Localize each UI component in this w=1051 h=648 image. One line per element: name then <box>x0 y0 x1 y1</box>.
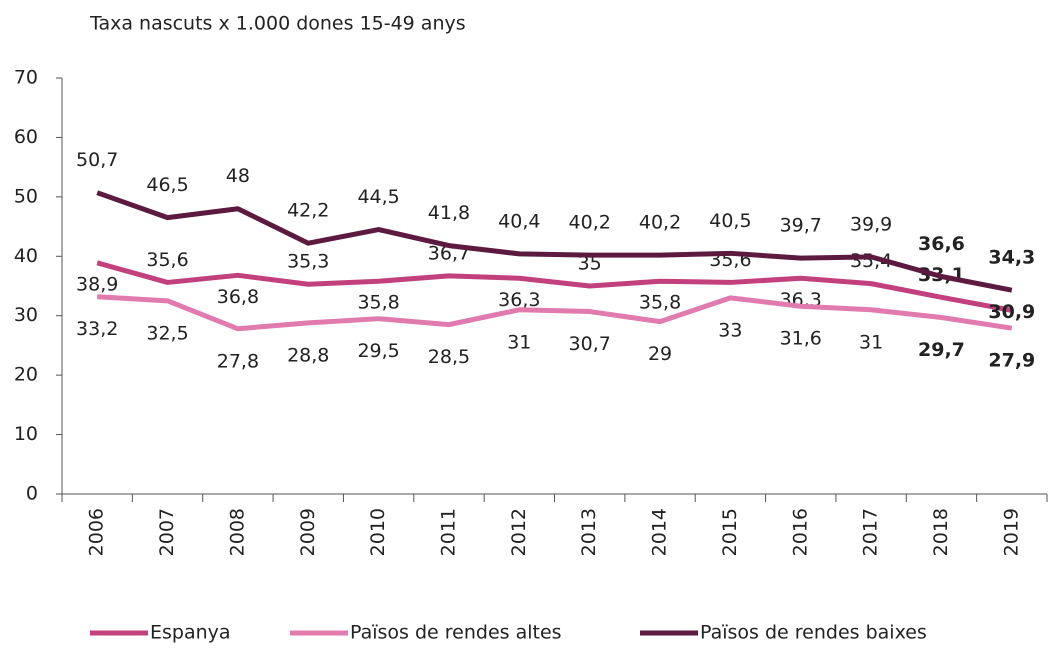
data-label: 35,6 <box>146 249 188 271</box>
x-tick-label: 2006 <box>86 508 108 556</box>
data-label: 36,6 <box>918 233 965 255</box>
legend-label: Països de rendes altes <box>350 622 562 644</box>
data-label: 29,7 <box>918 339 965 361</box>
data-label: 41,8 <box>428 202 470 224</box>
data-label: 29,5 <box>357 340 399 362</box>
x-tick-label: 2016 <box>789 508 811 556</box>
data-label: 32,5 <box>146 322 188 344</box>
data-label: 38,9 <box>76 273 118 295</box>
data-label: 35 <box>578 253 602 275</box>
x-tick-label: 2014 <box>649 508 671 556</box>
data-label: 48 <box>226 165 250 187</box>
y-tick-label: 20 <box>14 364 38 386</box>
data-label: 34,3 <box>988 247 1035 269</box>
data-label: 30,9 <box>988 301 1035 323</box>
x-tick-label: 2018 <box>930 508 952 556</box>
data-label: 36,8 <box>217 286 259 308</box>
x-tick-label: 2013 <box>578 508 600 556</box>
x-tick-label: 2012 <box>508 508 530 556</box>
data-label: 31 <box>859 331 883 353</box>
data-label: 42,2 <box>287 200 329 222</box>
y-tick-label: 0 <box>26 483 38 505</box>
series-line <box>96 260 1013 313</box>
data-label: 40,2 <box>569 212 611 234</box>
data-label: 28,5 <box>428 346 470 368</box>
data-label: 35,3 <box>287 251 329 273</box>
data-label: 50,7 <box>76 149 118 171</box>
x-tick-label: 2009 <box>297 508 319 556</box>
data-label: 39,7 <box>780 215 822 237</box>
y-tick-label: 60 <box>14 126 38 148</box>
data-label: 40,5 <box>709 210 751 232</box>
data-label: 46,5 <box>146 174 188 196</box>
data-label: 30,7 <box>569 333 611 355</box>
data-label: 27,9 <box>988 350 1035 372</box>
data-label: 35,8 <box>357 292 399 314</box>
data-label: 28,8 <box>287 344 329 366</box>
legend-label: Països de rendes baixes <box>700 622 927 644</box>
x-tick-label: 2019 <box>1000 508 1022 556</box>
data-label: 39,9 <box>850 213 892 235</box>
data-label: 36,3 <box>498 289 540 311</box>
y-tick-label: 10 <box>14 423 38 445</box>
x-tick-label: 2017 <box>860 508 882 556</box>
data-label: 40,2 <box>639 212 681 234</box>
data-label: 40,4 <box>498 210 540 232</box>
data-label: 35,8 <box>639 292 681 314</box>
data-label: 33,2 <box>76 318 118 340</box>
data-label: 33 <box>718 319 742 341</box>
chart-title: Taxa nascuts x 1.000 dones 15-49 anys <box>89 13 466 35</box>
x-tick-label: 2015 <box>719 508 741 556</box>
series-line <box>96 190 1013 293</box>
y-tick-label: 40 <box>14 245 38 267</box>
data-label: 27,8 <box>217 350 259 372</box>
legend-label: Espanya <box>150 622 231 644</box>
x-tick-label: 2011 <box>437 508 459 556</box>
x-tick-label: 2008 <box>226 508 248 556</box>
y-tick-label: 50 <box>14 185 38 207</box>
x-tick-label: 2007 <box>156 508 178 556</box>
data-label: 31,6 <box>780 328 822 350</box>
data-label: 29 <box>648 343 672 365</box>
data-label: 31 <box>507 331 531 353</box>
y-tick-label: 70 <box>14 67 38 89</box>
data-label: 44,5 <box>357 186 399 208</box>
x-tick-label: 2010 <box>367 508 389 556</box>
y-tick-label: 30 <box>14 304 38 326</box>
series-line <box>97 294 1013 332</box>
